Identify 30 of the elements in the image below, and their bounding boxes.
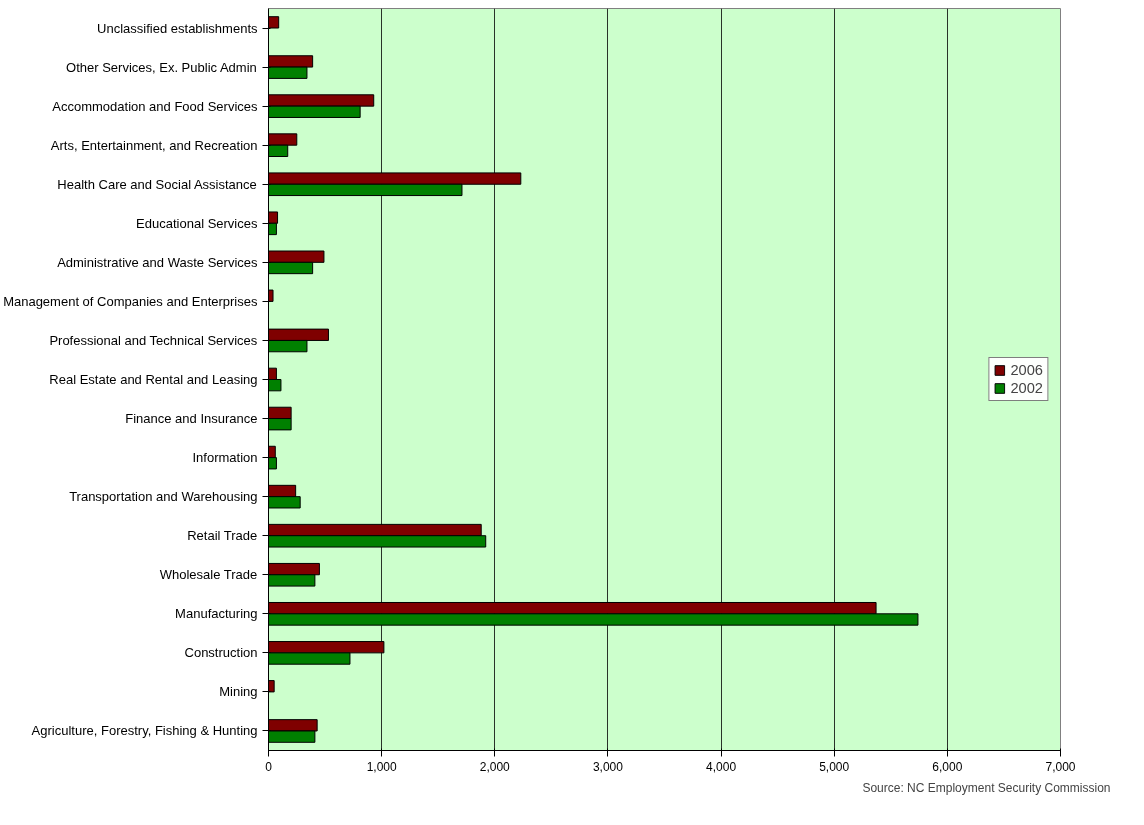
- legend-label: 2006: [1010, 362, 1043, 378]
- y-tick-label: Retail Trade: [187, 528, 258, 544]
- y-tick-label: Finance and Insurance: [125, 411, 258, 427]
- y-tick-label: Mining: [219, 684, 258, 700]
- y-tick-label: Accommodation and Food Services: [52, 98, 258, 114]
- y-tick-label: Transportation and Warehousing: [69, 489, 258, 505]
- y-tick-label: Health Care and Social Assistance: [57, 176, 257, 192]
- legend-label: 2002: [1010, 380, 1043, 396]
- x-tick-label: 7,000: [1045, 759, 1076, 774]
- x-tick-label: 4,000: [706, 759, 737, 774]
- y-tick-label: Other Services, Ex. Public Admin: [66, 59, 257, 75]
- y-tick-label: Professional and Technical Services: [49, 332, 258, 348]
- y-tick-label: Agriculture, Forestry, Fishing & Hunting: [31, 723, 258, 739]
- source-note: Source: NC Employment Security Commission: [862, 780, 1111, 795]
- y-tick-label: Educational Services: [136, 215, 258, 231]
- y-tick-label: Administrative and Waste Services: [57, 254, 258, 270]
- y-tick-label: Arts, Entertainment, and Recreation: [50, 137, 258, 153]
- y-tick-label: Management of Companies and Enterprises: [3, 293, 258, 309]
- y-tick-label: Real Estate and Rental and Leasing: [49, 372, 258, 387]
- y-tick-label: Wholesale Trade: [159, 567, 258, 583]
- y-tick-label: Construction: [184, 645, 258, 661]
- y-tick-label: Manufacturing: [175, 606, 258, 622]
- y-tick-label: Unclassified establishments: [97, 20, 258, 36]
- x-tick-label: 1,000: [366, 759, 397, 774]
- y-tick-label: Information: [192, 450, 258, 466]
- x-tick-label: 2,000: [479, 759, 511, 774]
- x-tick-label: 3,000: [592, 759, 624, 774]
- x-tick-label: 5,000: [819, 759, 850, 774]
- x-tick-label: 0: [265, 759, 273, 774]
- x-tick-label: 6,000: [932, 759, 963, 774]
